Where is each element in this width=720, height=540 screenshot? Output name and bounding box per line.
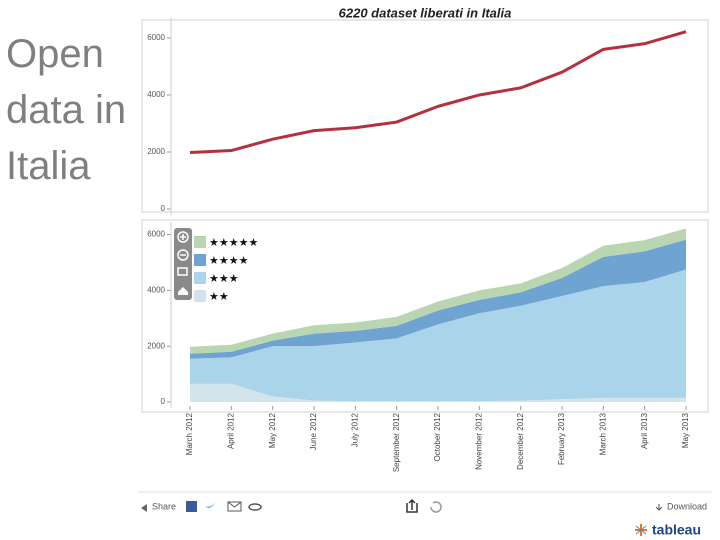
share-icon[interactable] [141, 504, 147, 512]
x-tick-label: June 2012 [309, 412, 318, 450]
legend-swatch [194, 290, 206, 302]
download-icon[interactable] [655, 504, 663, 511]
x-tick-label: April 2012 [226, 412, 235, 449]
y-tick-label: 4000 [147, 90, 165, 99]
x-tick-label: December 2012 [516, 412, 525, 469]
y-tick-label: 2000 [147, 341, 165, 350]
legend-swatch [194, 272, 206, 284]
y-tick-label: 6000 [147, 230, 165, 239]
twitter-icon[interactable] [205, 502, 215, 508]
chart-frame [141, 19, 709, 213]
brand-logo [635, 524, 647, 536]
share-button[interactable]: Share [152, 501, 176, 511]
legend-label: ★★★★★ [209, 237, 258, 249]
y-tick-label: 0 [161, 204, 166, 213]
brand-name: tableau [652, 522, 701, 538]
x-tick-label: September 2012 [392, 412, 401, 472]
legend-swatch [194, 254, 206, 266]
y-tick-label: 6000 [147, 33, 165, 42]
area-series [190, 269, 686, 402]
line-series [189, 30, 687, 155]
y-tick-label: 4000 [147, 285, 165, 294]
slide-title: Open data in Italia [6, 32, 127, 188]
link-icon[interactable] [248, 503, 262, 511]
x-tick-label: October 2012 [433, 412, 442, 461]
x-tick-label: February 2013 [557, 412, 566, 465]
x-tick-label: March 2013 [598, 412, 607, 455]
x-tick-label: April 2013 [640, 412, 649, 449]
chart-title: 6220 dataset liberati in Italia [339, 5, 512, 20]
legend-label: ★★★★ [209, 255, 249, 267]
area-series [190, 383, 686, 402]
export-icon[interactable] [406, 498, 418, 513]
legend-label: ★★ [209, 291, 229, 303]
y-tick-label: 0 [161, 397, 166, 406]
legend-label: ★★★ [209, 273, 239, 285]
zoom-toolbar[interactable] [174, 228, 192, 300]
chart-frame [141, 219, 709, 413]
revert-icon[interactable] [430, 501, 442, 513]
email-icon[interactable] [227, 501, 242, 512]
x-tick-label: May 2013 [681, 412, 690, 448]
x-tick-label: July 2012 [350, 412, 359, 447]
y-tick-label: 2000 [147, 147, 165, 156]
x-tick-label: March 2012 [185, 412, 194, 455]
download-button[interactable]: Download [667, 501, 707, 511]
facebook-icon[interactable] [186, 501, 197, 512]
legend-swatch [194, 236, 206, 248]
x-tick-label: May 2012 [268, 412, 277, 448]
x-tick-label: November 2012 [474, 412, 483, 469]
